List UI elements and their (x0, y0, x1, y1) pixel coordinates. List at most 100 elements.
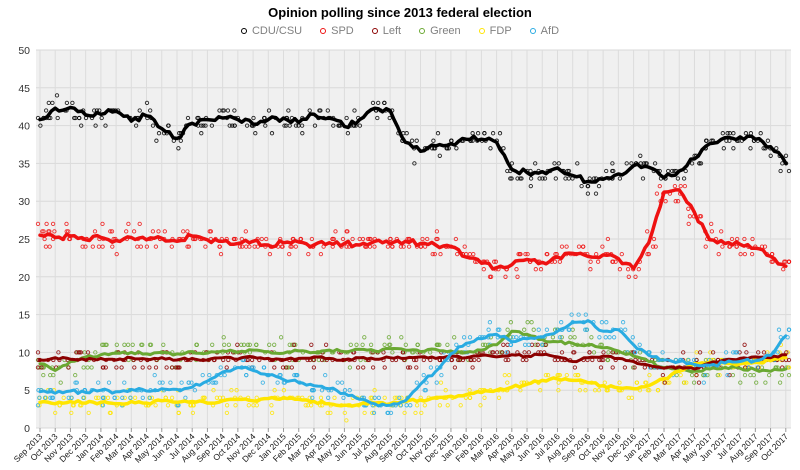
poll-point (643, 380, 648, 385)
poll-point (697, 350, 703, 355)
poll-point (350, 236, 355, 242)
poll-point (390, 244, 395, 249)
poll-point (241, 342, 247, 347)
poll-point (589, 335, 594, 340)
poll-point (470, 365, 475, 370)
poll-point (738, 380, 743, 385)
poll-point (610, 365, 615, 370)
poll-point (341, 395, 346, 400)
poll-point (409, 138, 415, 143)
poll-point (77, 115, 82, 121)
poll-point (130, 342, 135, 347)
poll-point (388, 236, 393, 242)
poll-point (419, 410, 424, 416)
poll-point (564, 244, 569, 249)
poll-point (266, 108, 272, 113)
poll-point (691, 380, 697, 385)
poll-point (246, 403, 251, 408)
poll-point (361, 365, 366, 370)
poll-point (761, 350, 767, 355)
poll-point (138, 244, 144, 249)
poll-point (697, 214, 702, 219)
poll-point (388, 410, 394, 416)
poll-point (227, 123, 232, 128)
poll-point (580, 244, 586, 249)
poll-point (83, 244, 88, 249)
poll-point (368, 342, 374, 347)
poll-point (455, 251, 460, 257)
poll-point (422, 388, 427, 393)
poll-point (660, 350, 665, 355)
poll-point (326, 395, 331, 400)
poll-point (382, 365, 387, 370)
poll-point (406, 244, 412, 249)
poll-point (166, 123, 171, 128)
poll-point (164, 365, 169, 370)
poll-point (90, 244, 95, 249)
poll-point (200, 372, 205, 378)
poll-point (225, 108, 231, 113)
legend-item-spd: SPD (320, 25, 354, 37)
poll-point (81, 395, 86, 400)
poll-point (539, 342, 545, 347)
poll-point (569, 312, 574, 317)
legend-marker-left (371, 28, 378, 34)
poll-point (344, 115, 349, 121)
poll-point (397, 395, 402, 400)
poll-point (514, 267, 519, 272)
poll-point (357, 236, 362, 242)
poll-point (638, 153, 643, 158)
poll-point (56, 350, 61, 355)
poll-point (572, 335, 577, 340)
poll-point (453, 236, 459, 242)
poll-point (703, 244, 708, 249)
y-tick-label: 35 (18, 158, 30, 170)
poll-point (148, 108, 153, 113)
poll-point (761, 146, 766, 151)
poll-point (640, 176, 646, 181)
poll-point (372, 388, 377, 393)
poll-point (376, 100, 381, 106)
poll-point (169, 395, 175, 400)
poll-point (368, 395, 373, 400)
poll-point (244, 372, 249, 378)
poll-point (153, 244, 159, 249)
poll-point (687, 214, 693, 219)
legend-item-fdp: FDP (478, 25, 512, 37)
poll-point (179, 380, 184, 385)
poll-point (437, 153, 442, 158)
poll-point (518, 388, 523, 393)
poll-point (103, 365, 108, 370)
poll-point (408, 403, 413, 408)
poll-point (654, 191, 660, 196)
poll-point (657, 183, 662, 189)
poll-point (53, 410, 58, 416)
poll-point (64, 100, 70, 106)
poll-point (232, 108, 237, 113)
poll-point (430, 251, 435, 257)
poll-point (414, 365, 419, 370)
poll-point (748, 146, 753, 151)
poll-point (538, 388, 543, 393)
poll-point (269, 131, 275, 136)
poll-point (686, 221, 691, 227)
poll-point (387, 115, 392, 121)
poll-point (626, 274, 631, 279)
poll-point (420, 236, 425, 242)
poll-point (675, 199, 681, 204)
poll-point (497, 327, 502, 332)
poll-point (234, 388, 239, 393)
poll-point (610, 259, 615, 264)
poll-point (186, 380, 191, 385)
poll-point (421, 357, 426, 363)
poll-point (650, 244, 656, 249)
poll-point (435, 342, 440, 347)
poll-point (399, 395, 404, 400)
poll-point (105, 395, 111, 400)
poll-point (672, 183, 678, 189)
poll-point (309, 236, 315, 242)
poll-point (672, 168, 677, 174)
y-tick-label: 20 (18, 272, 30, 284)
